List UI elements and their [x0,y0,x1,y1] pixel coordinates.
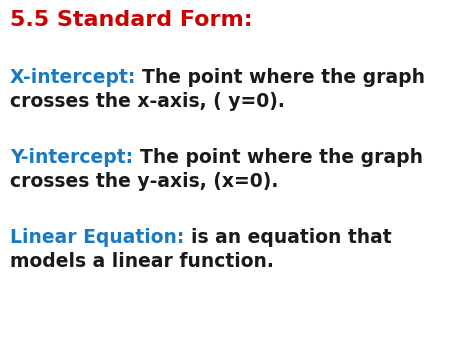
Text: 5.5 Standard Form:: 5.5 Standard Form: [10,10,252,30]
Text: Y-intercept:: Y-intercept: [10,148,140,167]
Text: is an equation that: is an equation that [191,228,392,247]
Text: models a linear function.: models a linear function. [10,252,274,271]
Text: The point where the graph: The point where the graph [142,68,425,87]
Text: crosses the x-axis, ( y=0).: crosses the x-axis, ( y=0). [10,92,285,111]
Text: crosses the y-axis, (x=0).: crosses the y-axis, (x=0). [10,172,279,191]
Text: Linear Equation:: Linear Equation: [10,228,191,247]
Text: The point where the graph: The point where the graph [140,148,423,167]
Text: X-intercept:: X-intercept: [10,68,142,87]
